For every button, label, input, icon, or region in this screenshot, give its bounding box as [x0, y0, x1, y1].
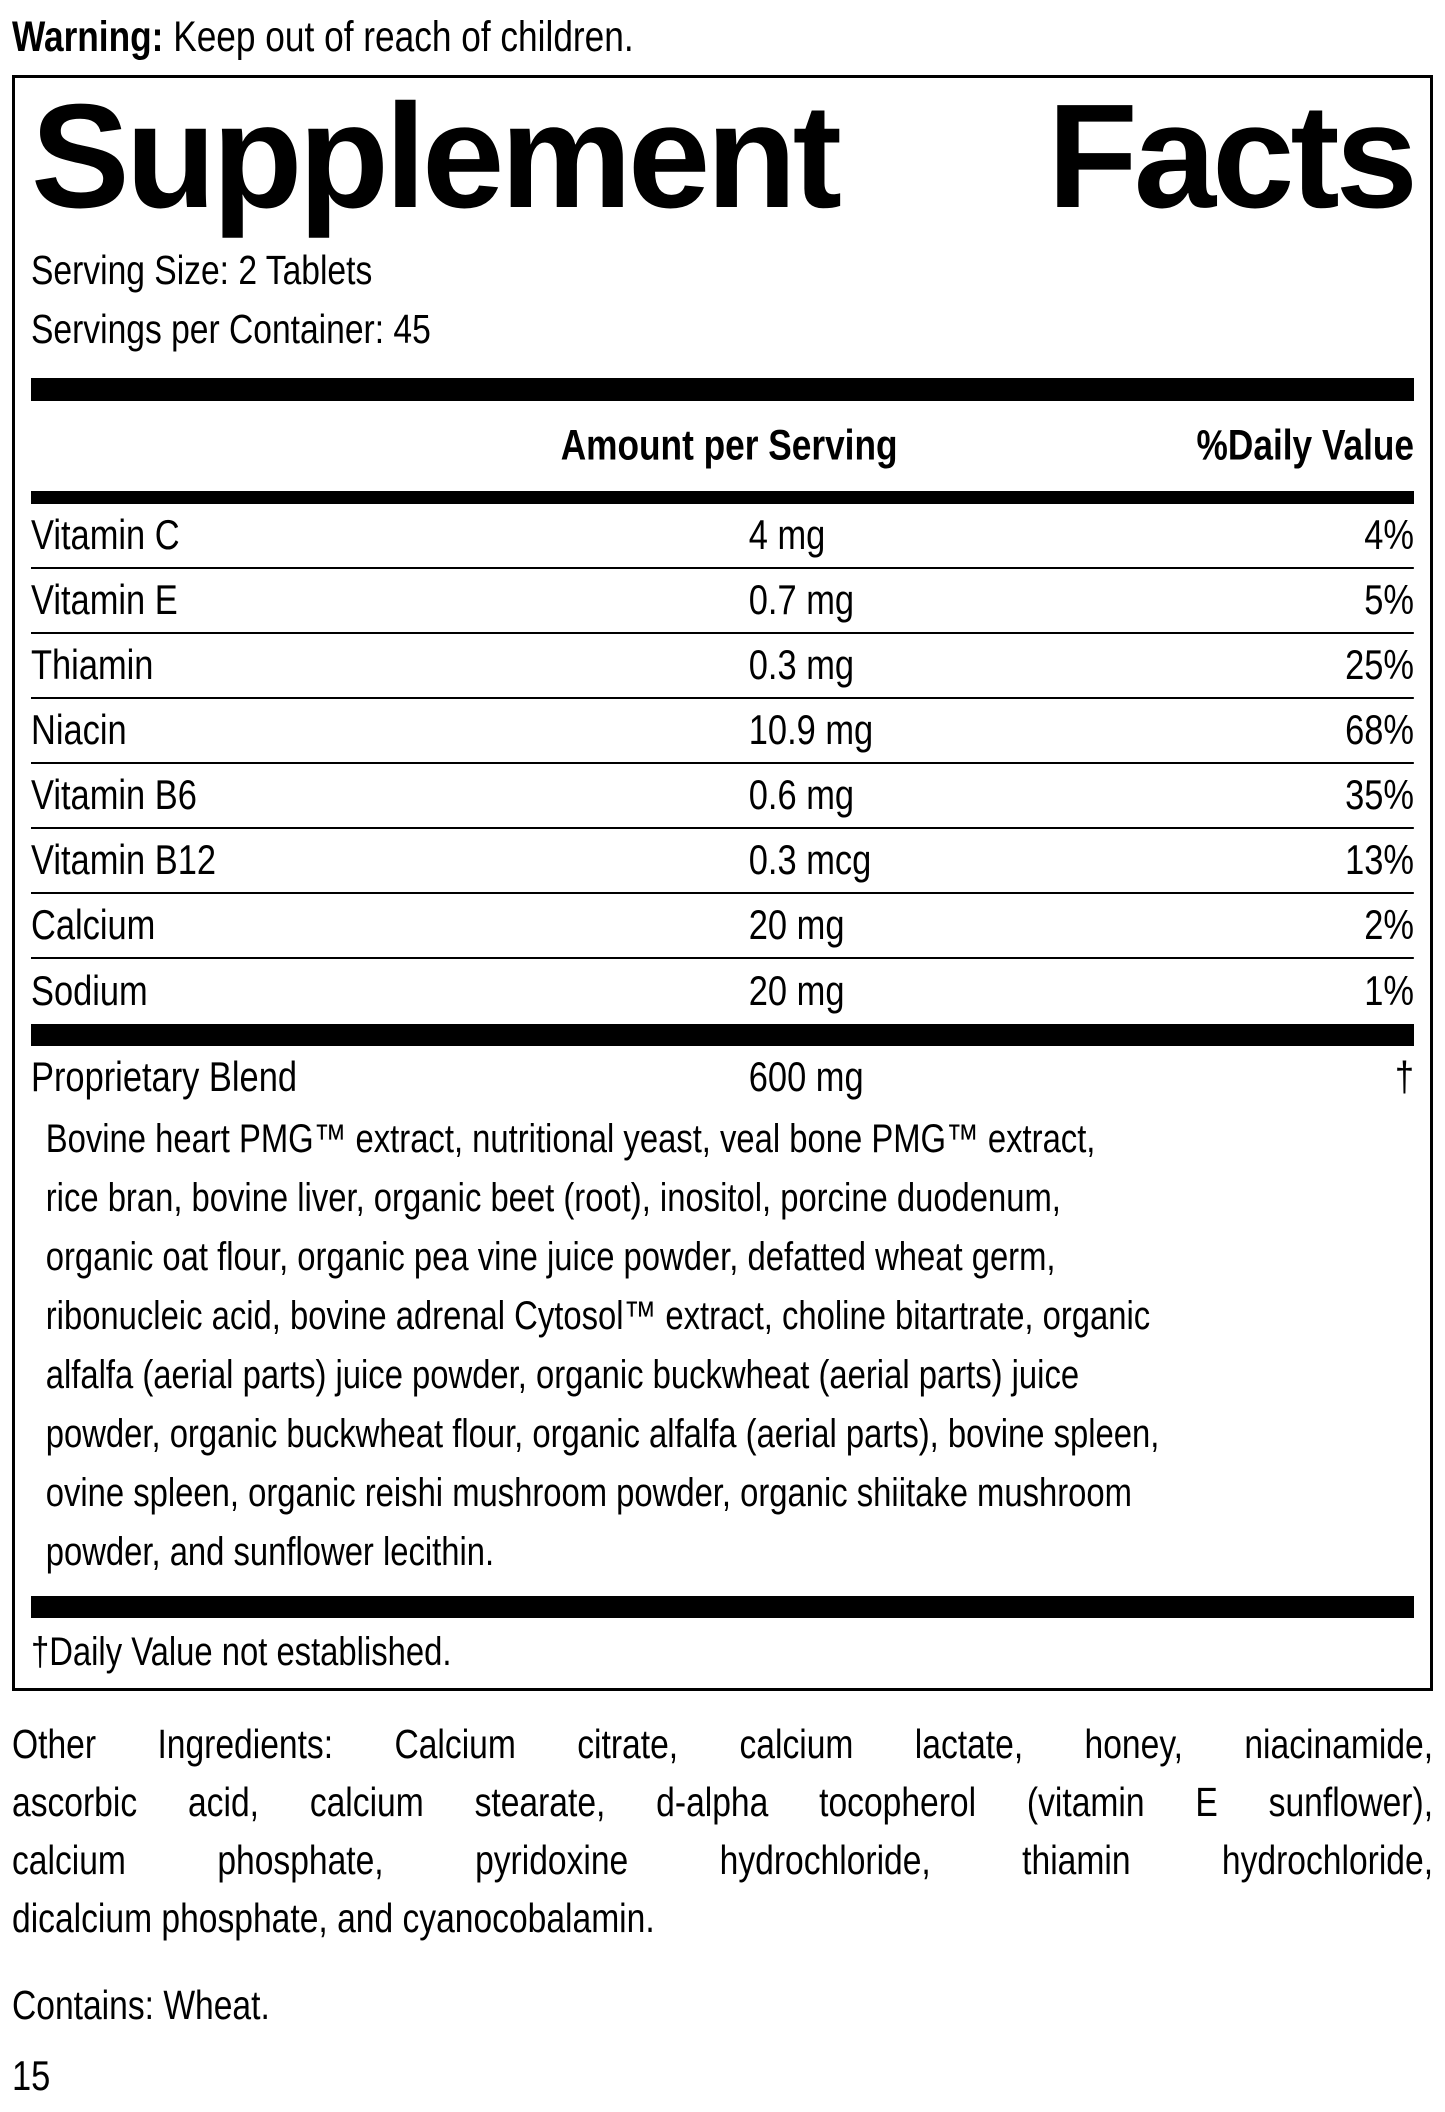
- serving-size: Serving Size: 2 Tablets: [31, 246, 373, 293]
- divider-bar-thick: [31, 1595, 1414, 1618]
- panel-title: Supplement Facts: [31, 74, 1418, 239]
- nutrient-name: Vitamin B12: [31, 836, 217, 884]
- table-row: Vitamin C 4 mg 4%: [31, 504, 1415, 569]
- supplement-facts-panel: Supplement Facts Serving Size: 2 Tablets…: [12, 75, 1433, 1691]
- nutrient-daily-value: 4%: [1364, 511, 1415, 559]
- table-row: Niacin 10.9 mg 68%: [31, 699, 1415, 764]
- nutrient-daily-value: 35%: [1345, 771, 1415, 819]
- blend-line: ribonucleic acid, bovine adrenal Cytosol…: [45, 1293, 1151, 1338]
- dagger-symbol: †: [1394, 1052, 1415, 1100]
- other-ingredients-line: ascorbic acid, calcium stearate, d-alpha…: [12, 1778, 1434, 1825]
- blend-line: ovine spleen, organic reishi mushroom po…: [45, 1470, 1132, 1515]
- divider-bar-medium: [31, 490, 1414, 504]
- nutrient-daily-value: 68%: [1345, 706, 1415, 754]
- blend-line: Bovine heart PMG™ extract, nutritional y…: [45, 1116, 1096, 1161]
- amount-per-serving-header: Amount per Serving: [560, 421, 898, 470]
- nutrient-name: Vitamin C: [31, 511, 180, 559]
- nutrient-amount: 0.3 mcg: [748, 836, 872, 884]
- table-row: Sodium 20 mg 1%: [31, 959, 1414, 1024]
- nutrient-daily-value: 13%: [1345, 836, 1415, 884]
- nutrient-name: Niacin: [31, 706, 127, 754]
- nutrient-amount: 0.3 mg: [748, 641, 855, 689]
- nutrient-daily-value: 25%: [1345, 641, 1415, 689]
- nutrient-name: Sodium: [31, 967, 148, 1015]
- nutrient-daily-value: 2%: [1364, 901, 1415, 949]
- table-row: Calcium 20 mg 2%: [31, 894, 1415, 959]
- daily-value-header: %Daily Value: [1196, 421, 1415, 470]
- blend-line: organic oat flour, organic pea vine juic…: [45, 1234, 1056, 1279]
- nutrient-name: Vitamin E: [31, 576, 178, 624]
- nutrient-name: Thiamin: [31, 641, 154, 689]
- nutrient-amount: 10.9 mg: [748, 706, 874, 754]
- proprietary-blend-row: Proprietary Blend 600 mg †: [31, 1046, 1414, 1108]
- serving-info: Serving Size: 2 Tablets Servings per Con…: [31, 241, 1414, 359]
- nutrient-amount: 600 mg: [748, 1052, 864, 1100]
- nutrient-amount: 20 mg: [748, 901, 845, 949]
- blend-line: alfalfa (aerial parts) juice powder, org…: [45, 1352, 1080, 1397]
- other-ingredients-line: Other Ingredients: Calcium citrate, calc…: [12, 1720, 1434, 1767]
- servings-per-container: Servings per Container: 45: [31, 305, 431, 352]
- nutrient-amount: 20 mg: [748, 967, 845, 1015]
- nutrient-amount: 0.7 mg: [748, 576, 855, 624]
- blend-line: powder, organic buckwheat flour, organic…: [45, 1411, 1160, 1456]
- nutrient-amount: 0.6 mg: [748, 771, 855, 819]
- nutrient-table: Vitamin C 4 mg 4% Vitamin E 0.7 mg 5% Th…: [31, 504, 1415, 1024]
- nutrient-name: Proprietary Blend: [31, 1052, 297, 1100]
- nutrient-daily-value: 1%: [1364, 967, 1415, 1015]
- panel-title-word-2: Facts: [1047, 74, 1418, 239]
- blend-line: rice bran, bovine liver, organic beet (r…: [45, 1175, 1061, 1220]
- other-ingredients: Other Ingredients: Calcium citrate, calc…: [12, 1715, 1433, 1947]
- nutrient-daily-value: 5%: [1364, 576, 1415, 624]
- nutrient-name: Calcium: [31, 901, 156, 949]
- warning-label: Warning:: [12, 13, 164, 61]
- nutrient-name: Vitamin B6: [31, 771, 197, 819]
- table-row: Vitamin B12 0.3 mcg 13%: [31, 829, 1415, 894]
- daily-value-footnote: †Daily Value not established.: [31, 1618, 1414, 1688]
- allergen-statement: Contains: Wheat.: [12, 1981, 270, 2028]
- divider-bar-thick: [31, 377, 1414, 401]
- blend-line: powder, and sunflower lecithin.: [45, 1529, 495, 1574]
- other-ingredients-line: calcium phosphate, pyridoxine hydrochlor…: [12, 1836, 1434, 1883]
- other-ingredients-line: dicalcium phosphate, and cyanocobalamin.: [12, 1894, 655, 1941]
- table-row: Thiamin 0.3 mg 25%: [31, 634, 1415, 699]
- warning-message: Keep out of reach of children.: [163, 13, 634, 61]
- table-row: Vitamin E 0.7 mg 5%: [31, 569, 1415, 634]
- table-header-row: Amount per Serving %Daily Value: [31, 401, 1414, 491]
- footnote-text: †Daily Value not established.: [31, 1630, 452, 1675]
- table-row: Vitamin B6 0.6 mg 35%: [31, 764, 1415, 829]
- nutrient-amount: 4 mg: [748, 511, 826, 559]
- page-number: 15: [12, 2051, 51, 2099]
- divider-bar-thick: [31, 1023, 1414, 1046]
- panel-title-word-1: Supplement: [31, 74, 842, 239]
- warning-text: Warning: Keep out of reach of children.: [12, 12, 1433, 62]
- proprietary-blend-ingredients: Bovine heart PMG™ extract, nutritional y…: [31, 1108, 1414, 1596]
